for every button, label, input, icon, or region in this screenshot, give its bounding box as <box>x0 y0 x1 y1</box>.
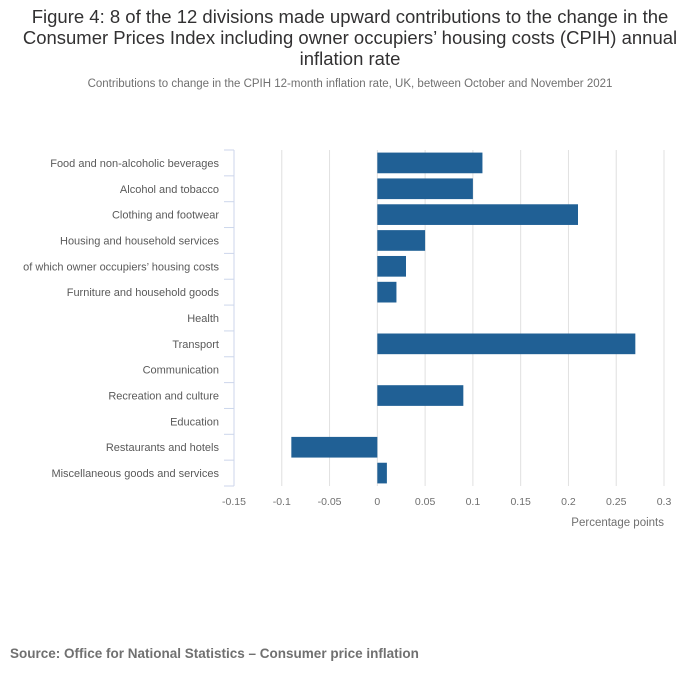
x-tick-label: -0.05 <box>318 496 342 508</box>
bar-chart: Food and non-alcoholic beverages Alcohol … <box>23 149 671 529</box>
x-tick-label: 0.15 <box>510 496 531 508</box>
x-tick-label: -0.15 <box>222 496 246 508</box>
bars <box>291 152 636 484</box>
category-axis: Food and non-alcoholic beverages Alcohol … <box>23 149 235 487</box>
x-tick-label: 0.25 <box>606 496 627 508</box>
category-label: Miscellaneous goods and services <box>51 468 219 480</box>
category-label: Health <box>187 313 219 325</box>
x-tick-label: 0 <box>374 496 380 508</box>
chart-subtitle: Contributions to change in the CPIH 12-m… <box>87 78 613 90</box>
bar <box>377 204 578 225</box>
bar <box>377 281 397 303</box>
bar <box>377 255 406 277</box>
category-label: Recreation and culture <box>108 391 219 403</box>
category-label: Transport <box>172 339 219 351</box>
category-label: Restaurants and hotels <box>106 442 220 454</box>
gridlines <box>233 150 665 486</box>
x-tick-label: 0.2 <box>561 496 576 508</box>
x-tick-label: -0.1 <box>273 496 291 508</box>
x-tick-label: 0.05 <box>415 496 436 508</box>
bar <box>377 333 636 355</box>
x-axis-title: Percentage points <box>571 517 664 529</box>
x-tick-label: 0.3 <box>657 496 672 508</box>
source-note: Source: Office for National Statistics –… <box>10 646 419 661</box>
x-tick-label: 0.1 <box>466 496 481 508</box>
category-label: Housing and household services <box>60 235 219 247</box>
bar <box>377 230 426 251</box>
bar <box>291 436 378 458</box>
category-label: of which owner occupiers’ housing costs <box>23 261 219 273</box>
bar <box>377 178 473 200</box>
category-label: Alcohol and tobacco <box>120 184 219 196</box>
category-label: Food and non-alcoholic beverages <box>50 158 219 170</box>
category-label: Clothing and footwear <box>112 210 219 222</box>
chart-title: Figure 4: 8 of the 12 divisions made upw… <box>22 6 678 69</box>
bar <box>377 152 483 174</box>
value-axis: -0.15 -0.1 -0.05 0 0.05 0.1 0.15 0.2 0.25 0.3 <box>222 496 671 508</box>
bar <box>377 385 464 406</box>
category-label: Education <box>170 416 219 428</box>
bar <box>377 462 387 484</box>
category-label: Furniture and household goods <box>67 287 220 299</box>
category-label: Communication <box>143 365 219 377</box>
